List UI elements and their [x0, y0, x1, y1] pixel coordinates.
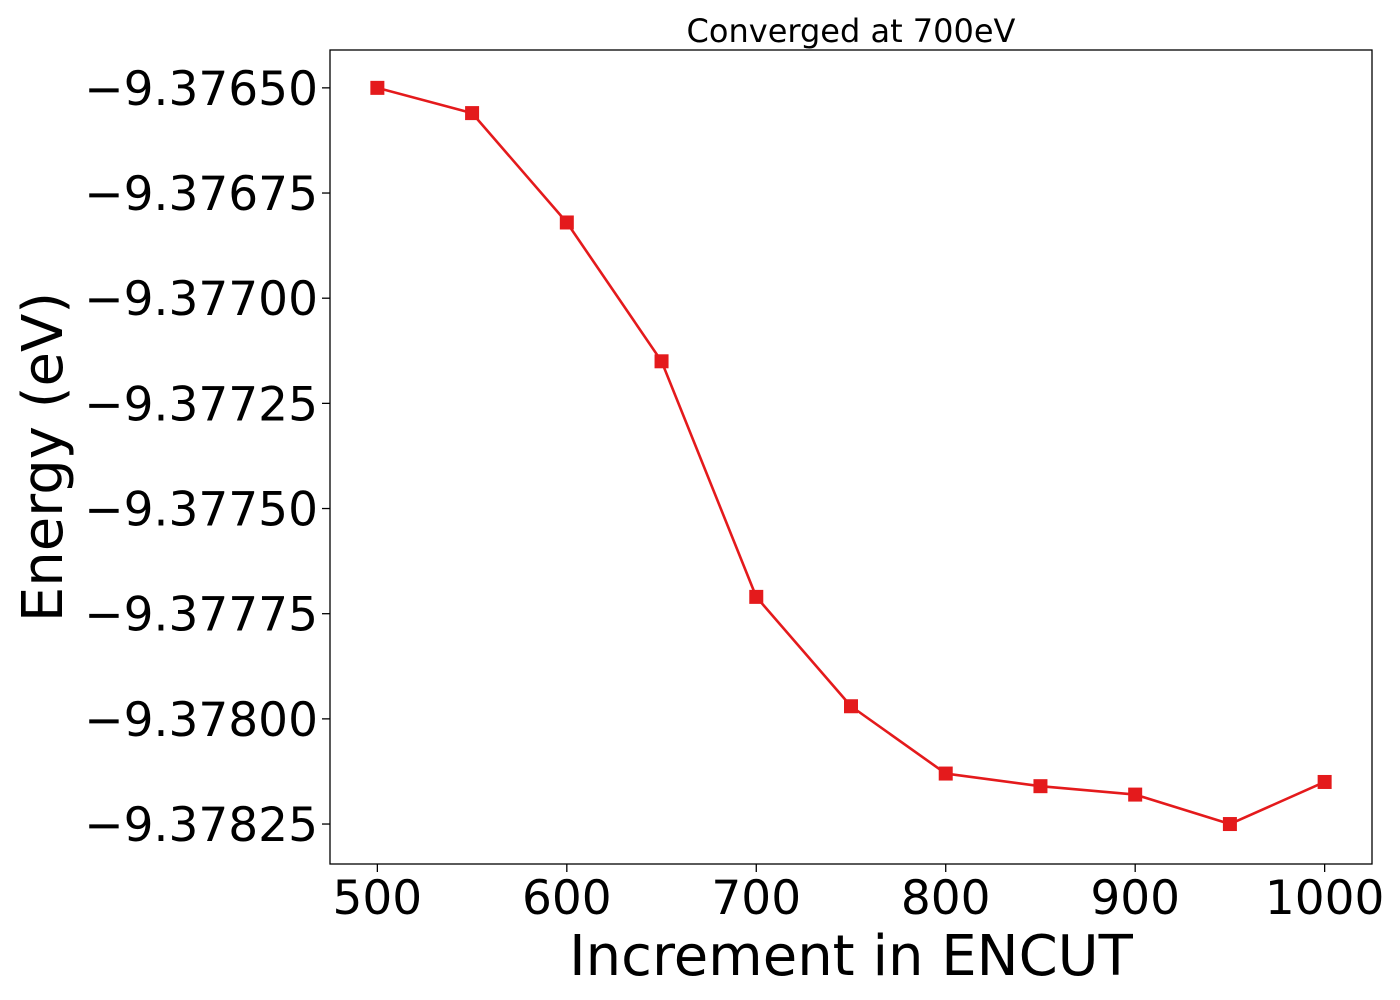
y-tick-label: −9.37800 [84, 693, 318, 748]
x-axis: 500 600 700 800 900 1000 [333, 864, 1385, 926]
y-tick-label: −9.37675 [84, 167, 318, 222]
x-tick-label: 800 [901, 871, 991, 926]
data-point-marker [465, 106, 480, 121]
chart-title: Converged at 700eV [687, 12, 1016, 50]
y-tick-label: −9.37775 [84, 588, 318, 643]
x-tick-label: 1000 [1265, 871, 1385, 926]
data-point-marker [1317, 774, 1332, 789]
x-axis-label: Increment in ENCUT [569, 924, 1134, 989]
data-point-marker [559, 215, 574, 230]
x-tick-label: 900 [1090, 871, 1180, 926]
y-axis: −9.37650 −9.37675 −9.37700 −9.37725 −9.37750… [84, 62, 330, 853]
data-point-marker [1128, 787, 1143, 802]
y-tick-label: −9.37700 [84, 272, 318, 327]
y-tick-label: −9.37725 [84, 377, 318, 432]
data-point-marker [749, 589, 764, 604]
data-point-marker [1222, 817, 1237, 832]
data-point-marker [370, 80, 385, 95]
data-point-marker [938, 766, 953, 781]
y-tick-label: −9.37650 [84, 62, 318, 117]
x-tick-label: 700 [711, 871, 801, 926]
y-tick-label: −9.37825 [84, 798, 318, 853]
y-axis-label: Energy (eV) [11, 292, 76, 622]
x-tick-label: 600 [522, 871, 612, 926]
data-point-marker [844, 699, 858, 714]
data-point-marker [1033, 779, 1048, 794]
x-tick-label: 500 [333, 871, 423, 926]
data-point-marker [654, 354, 669, 369]
series-line [377, 86, 1326, 826]
y-tick-label: −9.37750 [84, 483, 318, 538]
plot-area-frame [329, 49, 1373, 865]
series-layer [370, 80, 1332, 832]
